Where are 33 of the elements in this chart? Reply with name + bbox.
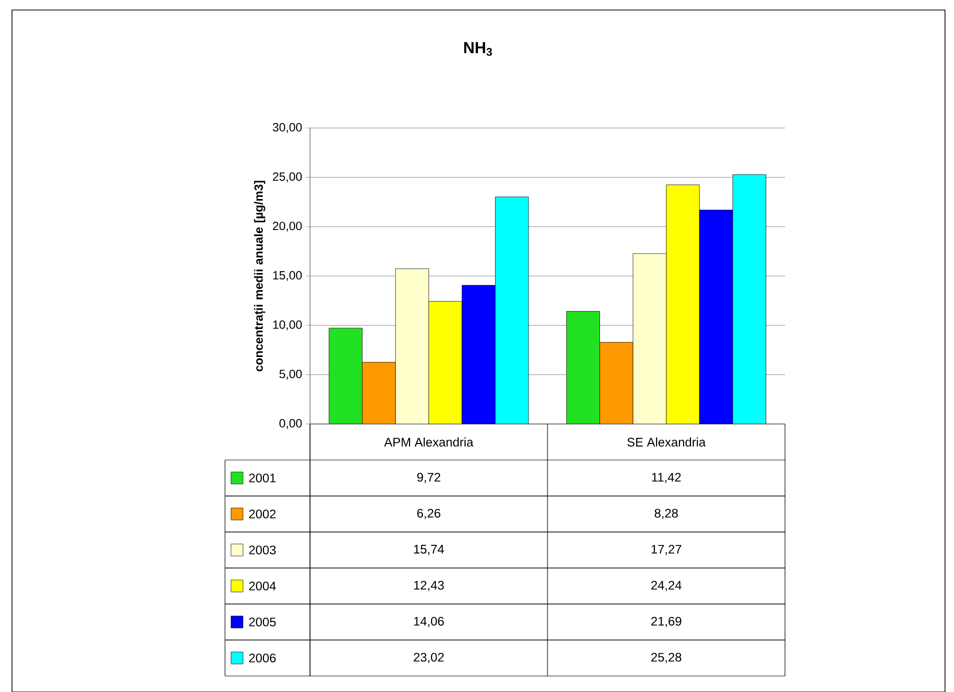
data-label: 21,69 [651,616,682,627]
data-label: 9,72 [417,472,440,483]
bar [329,328,362,424]
legend-label: 2003 [249,545,276,554]
y-tick-label: 25,00 [272,172,302,182]
data-label: 25,28 [651,652,682,663]
bar [566,310,600,424]
y-tick-label: 30,00 [272,122,302,133]
legend-label: 2004 [249,581,276,590]
x-tick-label: SE Alexandria [627,437,706,446]
data-label: 15,74 [414,544,444,555]
data-label: 23,02 [414,652,444,663]
y-axis-title: concentrații medii anuale [µg/m3] [254,180,266,372]
data-label: 14,06 [414,616,444,627]
data-label: 12,43 [414,580,444,591]
data-label: 17,27 [652,544,682,555]
legend-label: 2005 [249,617,276,626]
y-tick-label: 20,00 [272,222,302,232]
y-tick-label: 10,00 [273,320,302,330]
y-tick-label: 0,00 [279,418,302,429]
data-label: 6,26 [417,508,440,519]
data-label: 8,28 [654,508,678,519]
bar [699,210,733,424]
legend-label: 2002 [249,509,276,518]
y-tick-label: 15,00 [273,270,302,281]
bar [462,285,496,424]
chart-title: NH$_{3}$ [464,42,492,56]
legend-label: 2001 [249,473,276,482]
data-label: 11,42 [652,472,681,483]
y-tick-label: 5,00 [279,370,302,380]
legend-label: 2006 [249,653,276,662]
x-tick-label: APM Alexandria [384,437,474,446]
data-label: 24,24 [651,580,682,591]
